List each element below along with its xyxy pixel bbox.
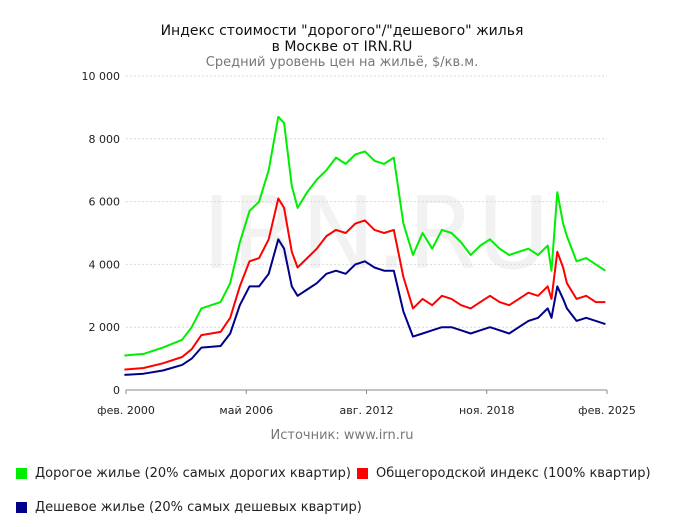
legend-swatch-expensive <box>16 468 27 479</box>
y-tick-label: 2 000 <box>89 321 121 334</box>
chart-plot: IRN.RU 0 2 000 4 000 6 000 8 000 10 000 фев. 2… <box>82 70 636 417</box>
series-line-cheap <box>124 238 606 376</box>
legend-label-citywide: Общегородской индекс (100% квартир) <box>376 466 651 481</box>
x-tick-label: авг. 2012 <box>340 404 394 417</box>
chart-subtitle: Средний уровень цен на жильё, $/кв.м. <box>205 55 479 70</box>
series-line-expensive <box>124 115 606 357</box>
legend-label-cheap: Дешевое жилье (20% самых дешевых квартир… <box>35 500 362 515</box>
legend-item-cheap[interactable]: Дешевое жилье (20% самых дешевых квартир… <box>16 500 362 515</box>
x-tick-label: ноя. 2018 <box>459 404 515 417</box>
series-line-citywide <box>124 197 606 371</box>
legend-swatch-cheap <box>16 502 27 513</box>
chart-source: Источник: www.irn.ru <box>270 428 414 443</box>
watermark: IRN.RU <box>202 175 550 292</box>
legend-label-expensive: Дорогое жилье (20% самых дорогих квартир… <box>35 466 351 481</box>
chart-title-line1: Индекс стоимости "дорогого"/"дешевого" ж… <box>160 23 524 39</box>
x-tick-label: май 2006 <box>219 404 273 417</box>
legend-item-expensive[interactable]: Дорогое жилье (20% самых дорогих квартир… <box>16 466 351 481</box>
chart-title-line2: в Москве от IRN.RU <box>271 39 413 55</box>
x-tick-label: фев. 2000 <box>97 404 155 417</box>
legend-swatch-citywide <box>357 468 368 479</box>
legend-item-citywide[interactable]: Общегородской индекс (100% квартир) <box>357 466 651 481</box>
y-tick-label: 0 <box>113 384 120 397</box>
y-tick-label: 6 000 <box>89 196 121 209</box>
y-tick-label: 8 000 <box>89 133 121 146</box>
x-tick-label: фев. 2025 <box>578 404 636 417</box>
y-tick-label: 4 000 <box>89 258 121 271</box>
y-tick-label: 10 000 <box>82 70 121 83</box>
